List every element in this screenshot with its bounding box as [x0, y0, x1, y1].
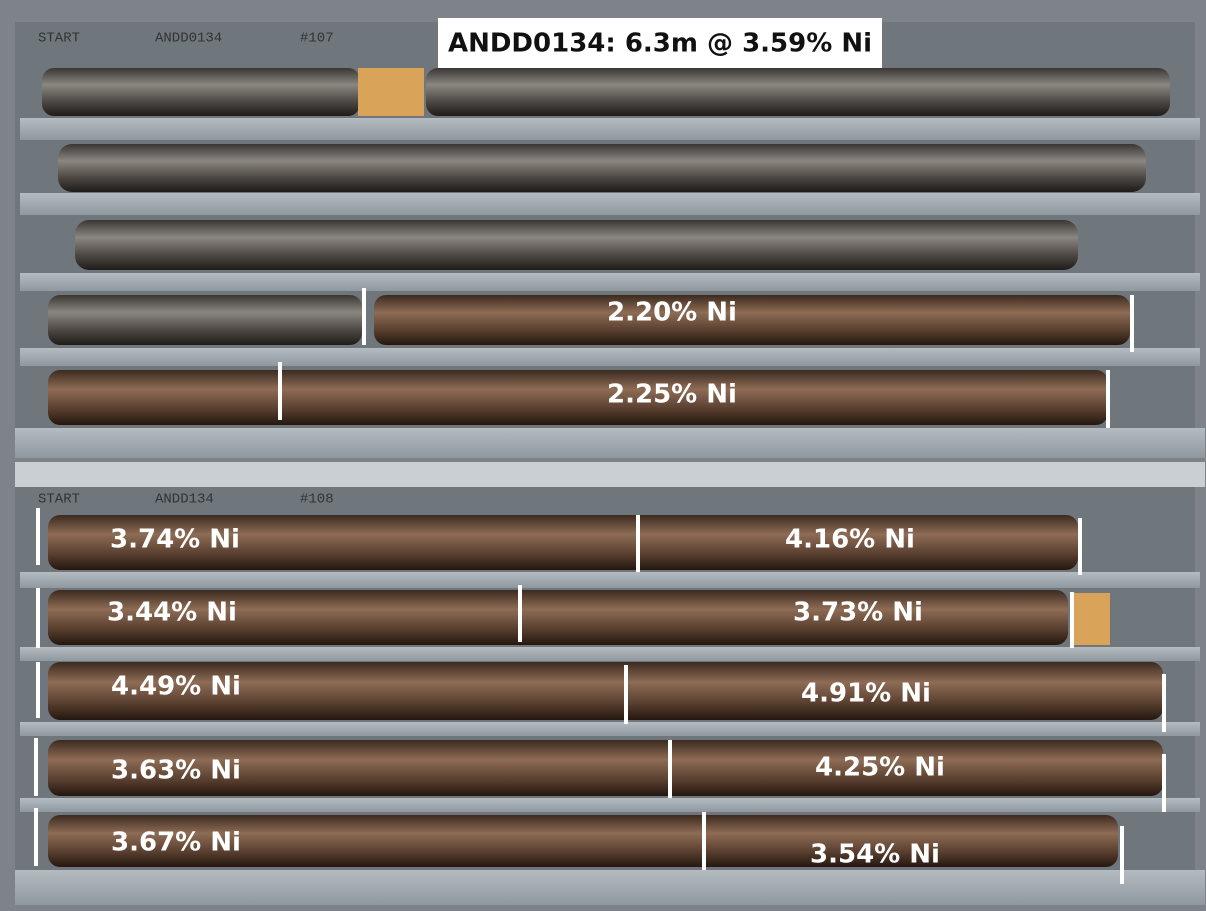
- tray-dividers: [15, 572, 1205, 905]
- tray-label: ANDD134: [155, 492, 214, 508]
- tray-label: START: [38, 492, 80, 508]
- grade-label: 3.73% Ni: [793, 598, 923, 628]
- tray-label: START: [38, 31, 80, 47]
- grade-label: 3.54% Ni: [810, 840, 940, 870]
- grade-label: 4.25% Ni: [815, 753, 945, 783]
- grade-label: 3.44% Ni: [107, 598, 237, 628]
- tray-label: ANDD0134: [155, 31, 222, 47]
- core-rows: [42, 68, 1170, 867]
- grade-label: 2.25% Ni: [607, 380, 737, 410]
- title: ANDD0134: 6.3m @ 3.59% Ni: [448, 29, 872, 59]
- grade-label: 4.91% Ni: [801, 679, 931, 709]
- grade-label: 3.67% Ni: [111, 828, 241, 858]
- tray-label: #107: [300, 31, 334, 47]
- tray-edge: [15, 462, 1205, 487]
- grade-label: 2.20% Ni: [607, 298, 737, 328]
- grade-label: 3.74% Ni: [110, 525, 240, 555]
- interval-markers: [34, 288, 1166, 884]
- tray-label: #108: [300, 492, 334, 508]
- title-box: [438, 18, 882, 68]
- grade-label: 3.63% Ni: [111, 756, 241, 786]
- grade-label: 4.49% Ni: [111, 672, 241, 702]
- grade-label: 4.16% Ni: [785, 525, 915, 555]
- tray-dividers: [15, 118, 1205, 458]
